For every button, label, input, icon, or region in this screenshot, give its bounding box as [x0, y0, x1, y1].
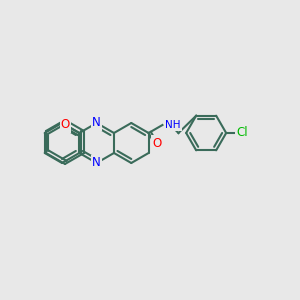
- Text: N: N: [92, 116, 101, 130]
- Text: Cl: Cl: [236, 127, 248, 140]
- Text: O: O: [152, 136, 161, 150]
- Text: N: N: [92, 157, 101, 169]
- Text: NH: NH: [166, 120, 181, 130]
- Text: O: O: [61, 118, 70, 131]
